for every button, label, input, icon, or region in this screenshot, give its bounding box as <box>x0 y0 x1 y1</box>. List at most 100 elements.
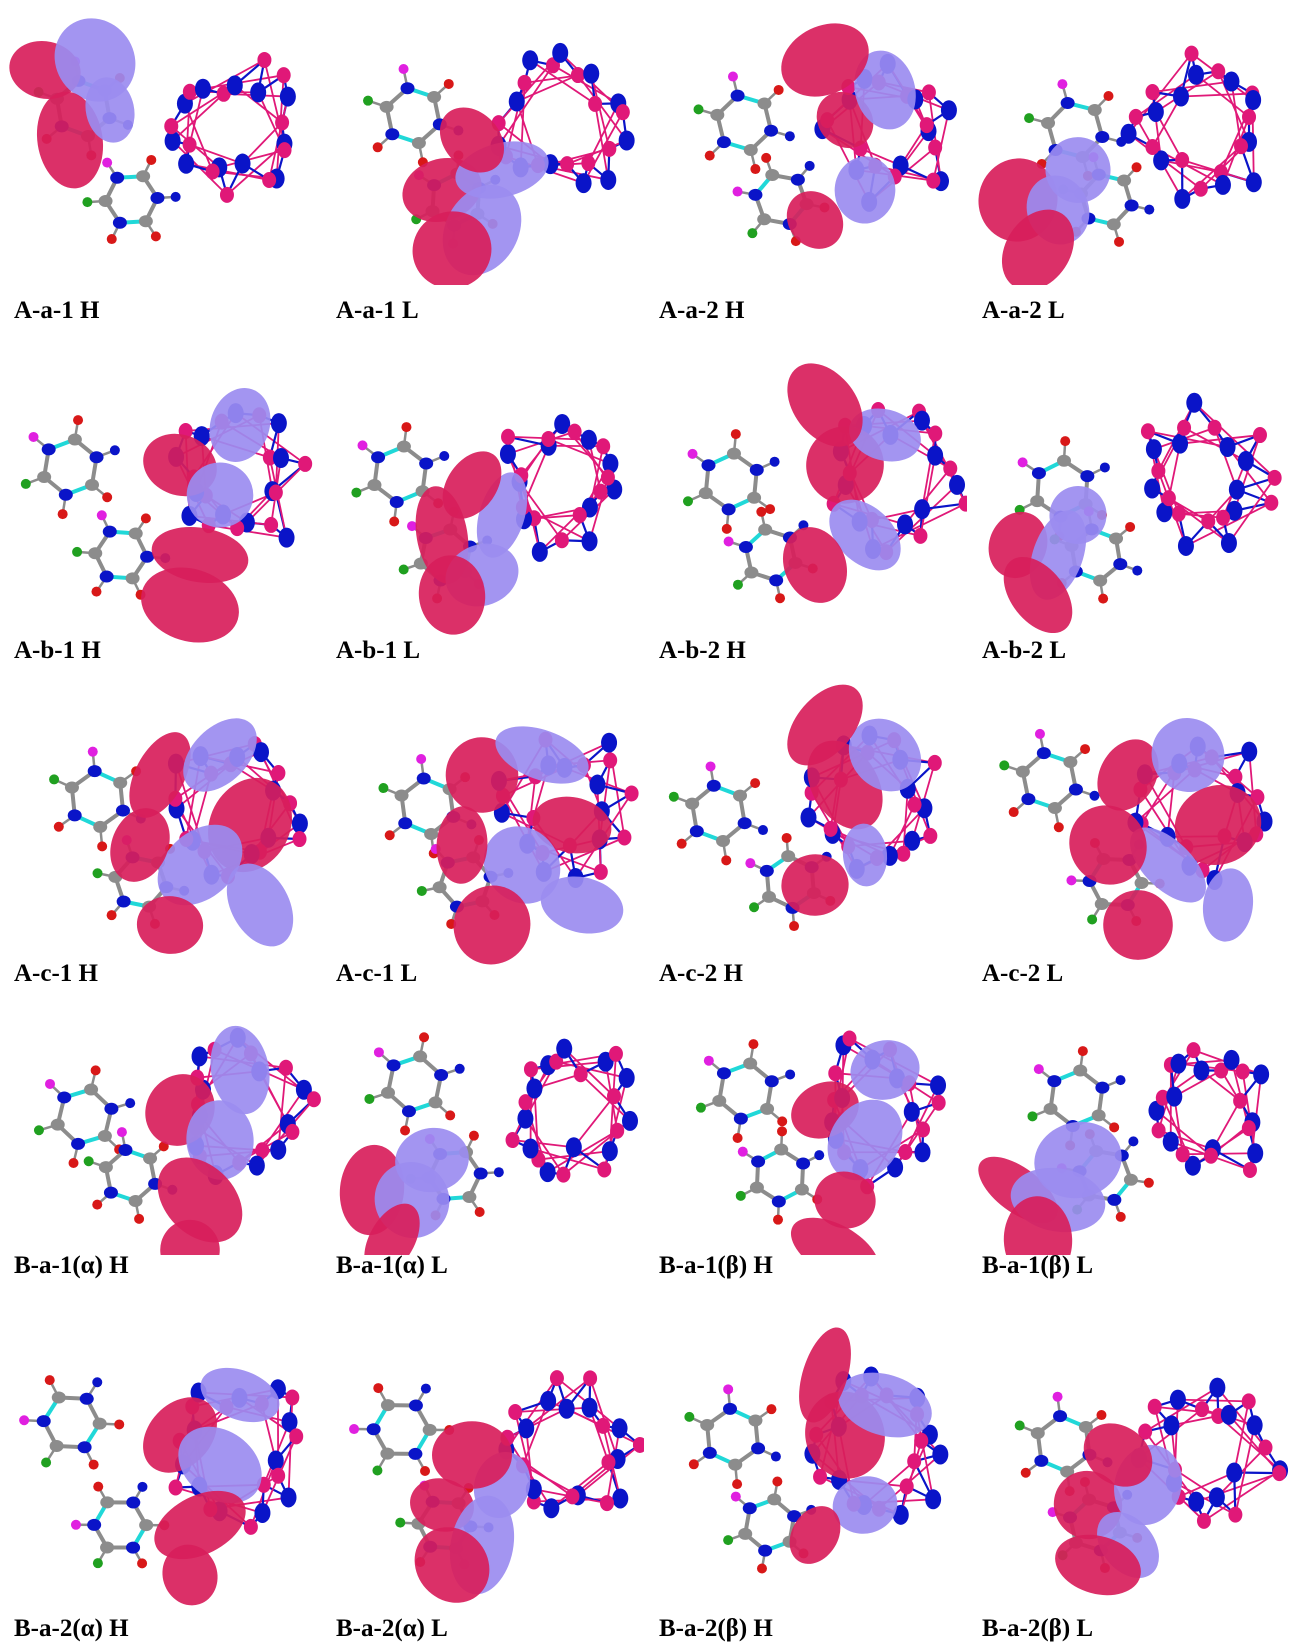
orbital-panel: B-a-2(α) L <box>322 1315 644 1649</box>
organic-molecule <box>735 1126 825 1225</box>
molecule-render <box>684 1327 949 1574</box>
orbital-panel: B-a-2(β) H <box>645 1315 967 1649</box>
orbital-isosurface <box>782 363 921 603</box>
orbital-isosurface <box>978 137 1111 285</box>
panel-caption: A-c-1 H <box>14 960 98 987</box>
orbital-isosurface <box>143 1367 280 1606</box>
panel-caption: A-c-2 L <box>982 960 1064 987</box>
organic-molecule <box>363 64 464 168</box>
organic-molecule <box>19 1375 125 1470</box>
orbital-panel: A-a-1 H <box>0 0 322 331</box>
organic-molecule <box>682 429 780 534</box>
panel-caption: A-b-2 H <box>659 637 746 664</box>
orbital-isosurface <box>145 1025 270 1255</box>
orbital-isosurface <box>978 1121 1122 1255</box>
orbital-panel: A-c-2 L <box>968 665 1290 994</box>
panel-caption: B-a-1(β) L <box>982 1252 1094 1279</box>
molecule-render <box>988 392 1282 634</box>
orbital-isosurface <box>9 18 136 189</box>
organic-molecule <box>364 1032 465 1136</box>
panel-caption: A-a-2 H <box>659 297 745 324</box>
orbital-isosurface <box>1053 1423 1182 1596</box>
orbital-panel: A-c-2 H <box>645 665 967 994</box>
molecule-render <box>1014 1377 1289 1596</box>
cage-cluster <box>1120 45 1262 209</box>
cage-cluster <box>164 51 296 203</box>
organic-molecule <box>999 728 1100 833</box>
panel-caption: A-c-1 L <box>336 960 418 987</box>
molecule-render <box>351 413 623 635</box>
cage-cluster <box>1148 1042 1270 1178</box>
molecule-render <box>9 18 296 245</box>
organic-molecule <box>349 1383 455 1477</box>
panel-caption: B-a-2(β) L <box>982 1615 1094 1642</box>
orbital-panel: A-c-1 L <box>322 665 644 994</box>
organic-molecule <box>668 761 768 866</box>
panel-caption: B-a-1(α) H <box>14 1252 129 1279</box>
orbital-isosurface <box>110 718 294 954</box>
orbital-panel: A-a-2 L <box>968 0 1290 331</box>
orbital-panel: A-a-1 L <box>322 0 644 331</box>
panel-caption: B-a-1(α) L <box>336 1252 448 1279</box>
organic-molecule <box>20 415 120 520</box>
cage-cluster <box>505 1038 639 1183</box>
panel-caption: A-a-1 L <box>336 297 419 324</box>
molecule-render <box>978 45 1262 285</box>
panel-caption: A-c-2 H <box>659 960 743 987</box>
molecule-render <box>695 1030 947 1255</box>
organic-molecule <box>83 1127 178 1224</box>
molecule-render <box>349 1370 644 1603</box>
orbital-panel: B-a-1(α) H <box>0 990 322 1286</box>
orbital-panel: A-b-1 H <box>0 345 322 671</box>
orbital-isosurface <box>781 23 916 249</box>
orbital-isosurface <box>988 485 1107 634</box>
organic-molecule <box>72 510 171 600</box>
organic-molecule <box>684 1384 781 1490</box>
orbital-isosurface <box>781 684 922 916</box>
orbital-panel: B-a-1(β) L <box>968 990 1290 1286</box>
orbital-isosurface <box>339 1127 469 1255</box>
orbital-isosurface <box>410 1421 531 1603</box>
molecule-render <box>999 718 1273 960</box>
orbital-isosurface <box>402 107 549 285</box>
panel-caption: B-a-2(α) H <box>14 1615 129 1642</box>
orbital-panel: A-b-1 L <box>322 345 644 671</box>
orbital-panel: B-a-2(β) L <box>968 1315 1290 1649</box>
panel-caption: A-a-1 H <box>14 297 100 324</box>
molecule-render <box>378 726 639 965</box>
orbital-panel: B-a-2(α) H <box>0 1315 322 1649</box>
molecule-render <box>19 1367 304 1606</box>
panel-caption: A-b-2 L <box>982 637 1067 664</box>
molecule-render <box>363 42 635 285</box>
organic-molecule <box>33 1065 136 1168</box>
panel-caption: B-a-1(β) H <box>659 1252 773 1279</box>
organic-molecule <box>70 1481 170 1569</box>
orbital-panel: B-a-1(α) L <box>322 990 644 1286</box>
orbital-panel: A-a-2 H <box>645 0 967 331</box>
orbital-panel: A-b-2 L <box>968 345 1290 671</box>
molecule-render <box>978 1042 1270 1255</box>
organic-molecule <box>693 71 795 175</box>
molecule-render <box>33 1025 321 1255</box>
organic-molecule <box>351 422 450 527</box>
orbital-panel: A-b-2 H <box>645 345 967 671</box>
orbital-panel: B-a-1(β) H <box>645 990 967 1286</box>
molecule-render <box>682 363 967 604</box>
molecule-render <box>668 684 942 932</box>
molecule-render <box>20 388 313 643</box>
organic-molecule <box>82 154 181 245</box>
orbital-isosurface <box>790 1040 920 1255</box>
organic-molecule <box>695 1039 796 1143</box>
orbital-isosurface <box>141 388 271 643</box>
panel-caption: B-a-2(β) H <box>659 1615 773 1642</box>
orbital-isosurface <box>436 726 624 965</box>
panel-caption: B-a-2(α) L <box>336 1615 448 1642</box>
molecule-render <box>49 718 308 954</box>
panel-caption: A-a-2 L <box>982 297 1065 324</box>
orbital-isosurface <box>789 1327 932 1564</box>
molecule-render <box>339 1032 639 1255</box>
panel-caption: A-b-1 L <box>336 637 421 664</box>
orbital-panel: A-c-1 H <box>0 665 322 994</box>
cage-cluster <box>1140 392 1282 556</box>
